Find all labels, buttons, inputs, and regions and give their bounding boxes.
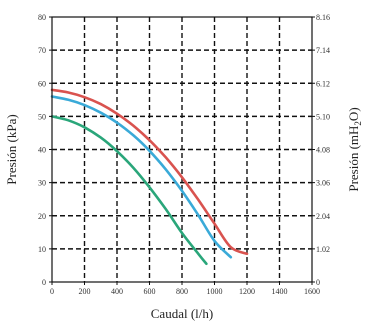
y-tick-label: 30 bbox=[38, 179, 46, 188]
y2-tick-label: 7.14 bbox=[316, 46, 330, 55]
pump-curve-1 bbox=[50, 88, 249, 256]
y-tick-label: 50 bbox=[38, 112, 46, 121]
x-tick-label: 1000 bbox=[207, 287, 223, 296]
x-tick-label: 800 bbox=[176, 287, 188, 296]
y2-tick-label: 0 bbox=[316, 278, 320, 287]
y-tick-label: 70 bbox=[38, 46, 46, 55]
y-tick-label: 60 bbox=[38, 79, 46, 88]
pump-curve-3 bbox=[50, 115, 208, 266]
x-tick-label: 400 bbox=[111, 287, 123, 296]
y2-tick-label: 4.08 bbox=[316, 146, 330, 155]
tick-labels: 0 200 400 600 800 1000 1200 1400 160001020304050… bbox=[38, 13, 330, 296]
pump-curves bbox=[50, 88, 249, 266]
axis-ticks bbox=[49, 16, 315, 285]
y-tick-label: 0 bbox=[42, 278, 46, 287]
x-axis-title: Caudal (l/h) bbox=[151, 306, 213, 321]
y2-axis-title-subscript: 2 bbox=[353, 121, 363, 126]
y2-tick-label: 1.02 bbox=[316, 245, 330, 254]
y2-tick-label: 2.04 bbox=[316, 212, 330, 221]
y-axis-title: Presión (kPa) bbox=[4, 114, 19, 184]
y2-tick-label: 5.10 bbox=[316, 112, 330, 121]
x-tick-label: 200 bbox=[79, 287, 91, 296]
grid-lines bbox=[52, 17, 312, 282]
y-tick-label: 20 bbox=[38, 212, 46, 221]
y2-axis-title-main: Presión (mH bbox=[346, 126, 361, 192]
x-tick-label: 1400 bbox=[272, 287, 288, 296]
y2-tick-label: 3.06 bbox=[316, 179, 330, 188]
y2-tick-label: 6.12 bbox=[316, 79, 330, 88]
x-tick-label: 1600 bbox=[304, 287, 320, 296]
y2-axis-title: Presión (mH2O) bbox=[346, 107, 363, 191]
y2-tick-label: 8.16 bbox=[316, 13, 330, 22]
y2-axis-title-end: O) bbox=[346, 107, 361, 121]
x-tick-label: 0 bbox=[50, 287, 54, 296]
y-tick-label: 80 bbox=[38, 13, 46, 22]
y-tick-label: 40 bbox=[38, 146, 46, 155]
x-tick-label: 1200 bbox=[239, 287, 255, 296]
y-tick-label: 10 bbox=[38, 245, 46, 254]
x-tick-label: 600 bbox=[144, 287, 156, 296]
pump-curve-2 bbox=[50, 95, 233, 259]
